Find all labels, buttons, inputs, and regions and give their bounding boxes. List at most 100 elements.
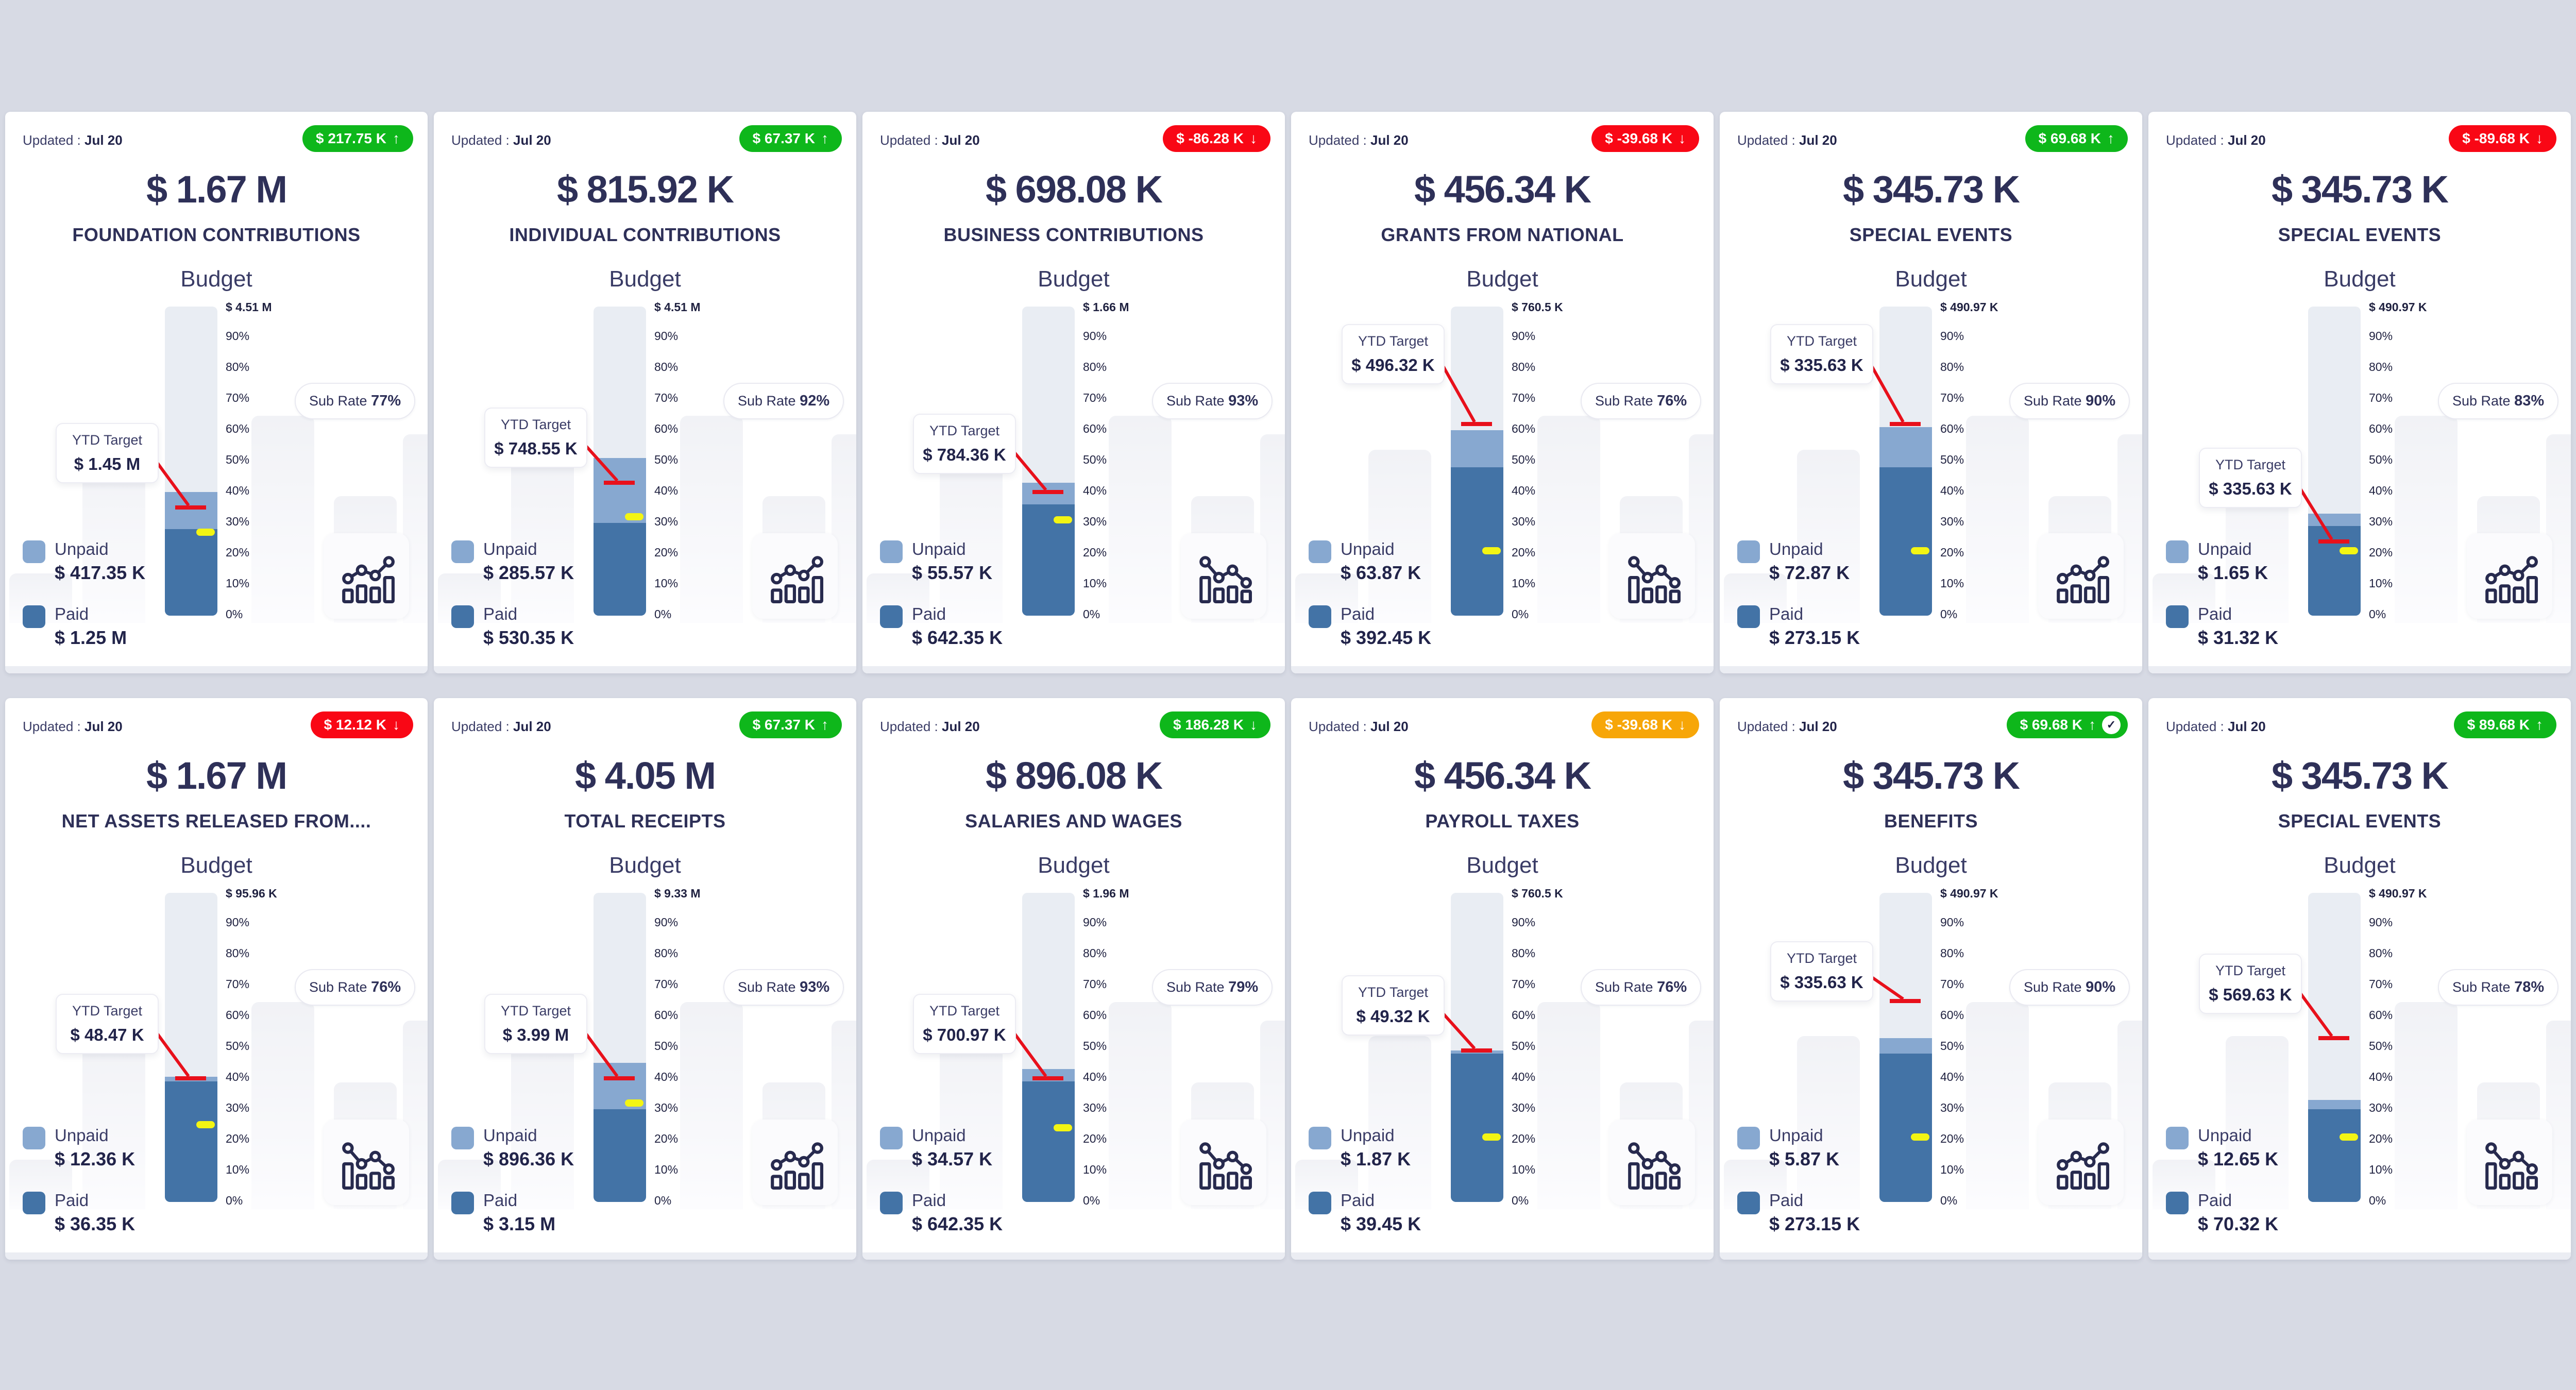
trend-down-chart-icon (1628, 1142, 1681, 1190)
ytd-target-box: YTD Target $ 335.63 K (1770, 324, 1873, 384)
chart-type-button[interactable] (1181, 533, 1266, 619)
sub-rate-label: Sub Rate (1595, 393, 1653, 409)
change-arrow-icon: ↑ (821, 130, 828, 146)
chart-type-button[interactable] (752, 1120, 838, 1205)
axis-tick: 20% (1940, 546, 1964, 559)
paid-bar (1451, 1054, 1503, 1202)
budget-chart-title: Budget (609, 853, 681, 878)
ytd-marker (2340, 547, 2358, 555)
sub-rate-pill: Sub Rate 76% (295, 969, 416, 1006)
updated-prefix: Updated : (1309, 719, 1367, 734)
axis-tick: 40% (2369, 1070, 2393, 1083)
axis-tick: 70% (654, 977, 679, 991)
total-value: $ 698.08 K (985, 168, 1163, 211)
unpaid-swatch (1737, 540, 1760, 563)
axis-max-label: $ 490.97 K (2369, 887, 2427, 900)
unpaid-value: $ 5.87 K (1769, 1148, 1840, 1169)
chart-type-button[interactable] (324, 1120, 409, 1205)
trend-down-chart-icon (1628, 556, 1681, 603)
kpi-card: Updated : Jul 20 $ 67.37 K ↑ ✓ $ 4.05 M … (434, 698, 856, 1260)
change-arrow-icon: ↓ (1679, 130, 1686, 146)
axis-tick: 0% (1512, 1194, 1529, 1207)
total-value: $ 456.34 K (1414, 754, 1591, 797)
axis-tick: 50% (226, 453, 250, 466)
axis-max-label: $ 4.51 M (226, 300, 272, 314)
chart-type-button[interactable] (1609, 1120, 1695, 1205)
unpaid-swatch (1309, 540, 1331, 563)
trend-down-chart-icon (1199, 556, 1252, 603)
trend-up-chart-icon (2485, 556, 2538, 603)
updated-date: Jul 20 (1799, 132, 1837, 148)
budget-chart: $ 490.97 K 90% 80% 70% 60% 50% 40% 30% 20% 10% 0%… (2148, 300, 2571, 623)
ytd-marker (1482, 547, 1501, 555)
unpaid-value: $ 63.87 K (1341, 562, 1421, 583)
axis-tick: 40% (654, 484, 679, 497)
axis-tick: 40% (1512, 1070, 1536, 1083)
chart-type-button[interactable] (1609, 533, 1695, 619)
budget-track (1879, 893, 1932, 1202)
unpaid-bar (1022, 1069, 1075, 1081)
axis-tick: 0% (2369, 607, 2386, 621)
paid-label: Paid (55, 604, 89, 623)
budget-chart-title: Budget (1895, 853, 1967, 878)
sub-rate-pill: Sub Rate 93% (723, 969, 844, 1006)
axis-tick: 20% (1083, 1132, 1107, 1145)
axis-tick: 70% (226, 391, 250, 404)
paid-value: $ 392.45 K (1341, 627, 1432, 648)
chart-type-button[interactable] (2467, 533, 2552, 619)
legend-item-unpaid: Unpaid $ 5.87 K (1737, 1126, 1860, 1170)
axis-tick: 60% (1512, 1008, 1536, 1022)
axis-tick: 80% (1940, 946, 1964, 960)
updated-label: Updated : Jul 20 (1309, 132, 1409, 148)
paid-label: Paid (1341, 1191, 1375, 1210)
chart-type-button[interactable] (2038, 533, 2124, 619)
ytd-target-label: YTD Target (500, 1003, 571, 1019)
updated-prefix: Updated : (451, 132, 510, 148)
axis-tick: 60% (1512, 422, 1536, 435)
updated-label: Updated : Jul 20 (880, 132, 980, 148)
budget-track (2308, 893, 2361, 1202)
axis-tick: 70% (1940, 977, 1964, 991)
chart-type-button[interactable] (2467, 1120, 2552, 1205)
paid-swatch (1737, 1192, 1760, 1214)
budget-track (1451, 893, 1503, 1202)
legend-item-paid: Paid $ 39.45 K (1309, 1191, 1421, 1235)
trend-up-chart-icon (771, 1142, 823, 1190)
legend-item-paid: Paid $ 70.32 K (2166, 1191, 2278, 1235)
unpaid-value: $ 1.87 K (1341, 1148, 1411, 1169)
trend-up-chart-icon (2057, 1142, 2109, 1190)
paid-value: $ 70.32 K (2198, 1213, 2279, 1234)
chart-type-button[interactable] (324, 533, 409, 619)
budget-chart: $ 490.97 K 90% 80% 70% 60% 50% 40% 30% 20% 10% 0%… (1720, 887, 2142, 1209)
legend-item-unpaid: Unpaid $ 72.87 K (1737, 539, 1860, 584)
paid-label: Paid (1769, 604, 1804, 623)
axis-tick: 60% (1083, 1008, 1107, 1022)
updated-prefix: Updated : (1737, 719, 1795, 734)
unpaid-value: $ 896.36 K (483, 1148, 574, 1169)
total-value: $ 345.73 K (1842, 754, 2020, 797)
updated-prefix: Updated : (23, 132, 81, 148)
category-title: SPECIAL EVENTS (2278, 810, 2442, 832)
change-arrow-icon: ↓ (1250, 130, 1257, 146)
card-footer-strip (862, 666, 1285, 673)
axis-tick: 20% (2369, 1132, 2393, 1145)
axis-tick: 30% (1083, 1101, 1107, 1114)
legend: Unpaid $ 12.65 K Paid $ 70.32 K (2166, 1126, 2278, 1235)
ghost-bar (1966, 416, 2029, 623)
ghost-bar (251, 416, 314, 623)
category-title: PAYROLL TAXES (1425, 810, 1580, 832)
chart-type-button[interactable] (752, 533, 838, 619)
chart-type-button[interactable] (2038, 1120, 2124, 1205)
axis-tick: 20% (1512, 546, 1536, 559)
axis-max-label: $ 760.5 K (1512, 887, 1563, 900)
updated-label: Updated : Jul 20 (1737, 132, 1837, 148)
updated-date: Jul 20 (513, 132, 551, 148)
unpaid-value: $ 12.36 K (55, 1148, 135, 1169)
category-title: GRANTS FROM NATIONAL (1381, 224, 1624, 245)
legend: Unpaid $ 285.57 K Paid $ 530.35 K (451, 539, 574, 649)
ghost-bar (1797, 1036, 1860, 1209)
chart-type-button[interactable] (1181, 1120, 1266, 1205)
ghost-bar (1966, 1002, 2029, 1209)
ytd-target-value: $ 48.47 K (70, 1025, 144, 1044)
axis-tick: 0% (1940, 607, 1958, 621)
